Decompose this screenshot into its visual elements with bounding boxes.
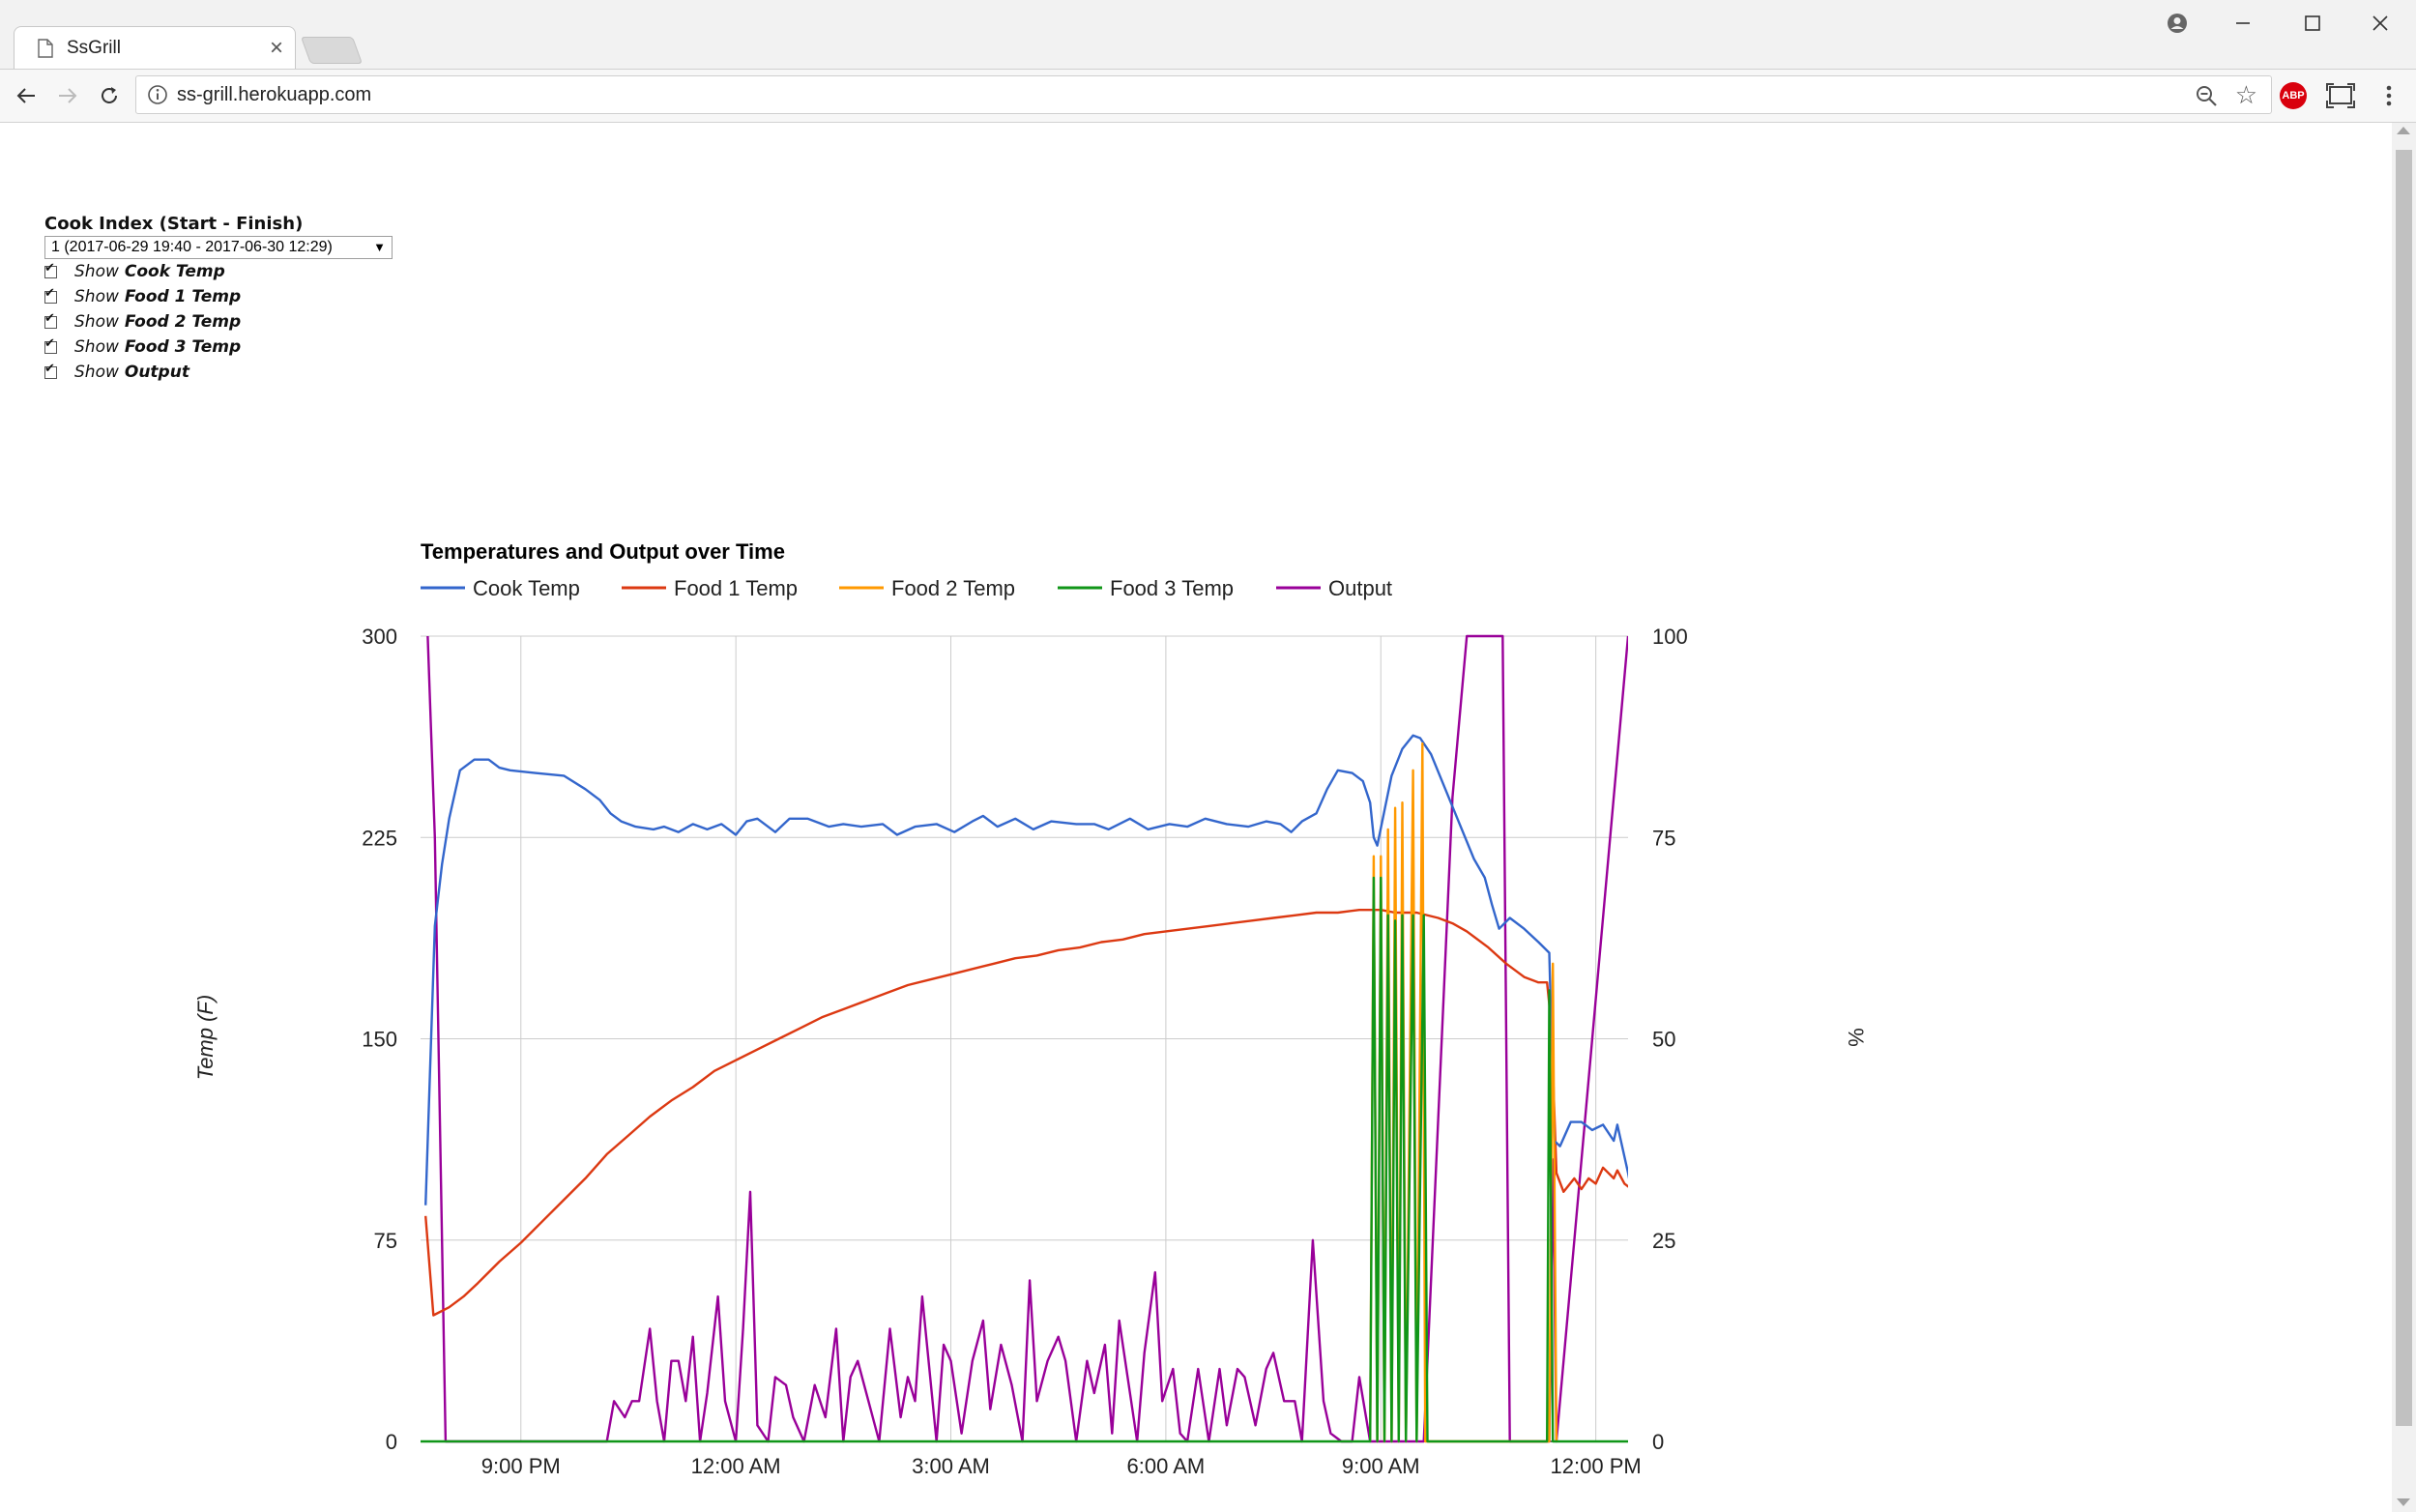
browser-tab-ssgrill[interactable]: SsGrill × xyxy=(14,26,296,69)
legend-label: Output xyxy=(1328,576,1392,600)
x-tick-label: 3:00 AM xyxy=(912,1454,990,1478)
series-line-food3 xyxy=(421,876,1628,1443)
checkbox-prefix: Show xyxy=(74,337,119,357)
new-tab-button[interactable] xyxy=(300,37,364,64)
maximize-button[interactable] xyxy=(2293,6,2332,41)
chart-controls: Cook Index (Start - Finish) 1 (2017-06-2… xyxy=(44,214,393,385)
checkbox-prefix: Show xyxy=(74,262,119,281)
checkbox-series-label: Output xyxy=(124,363,189,382)
checkmark-icon: ✔ xyxy=(44,335,55,351)
forward-arrow-icon xyxy=(59,88,77,103)
chart-title: Temperatures and Output over Time xyxy=(421,539,785,564)
scroll-down-arrow-icon[interactable] xyxy=(2397,1498,2410,1506)
show-series-toggle[interactable]: ✔ Show Output xyxy=(44,360,393,385)
x-tick-label: 12:00 PM xyxy=(1551,1454,1642,1478)
y2-tick-label: 75 xyxy=(1652,826,1675,850)
series-checkbox[interactable]: ✔ xyxy=(44,286,57,304)
checkbox-prefix: Show xyxy=(74,287,119,306)
profile-icon[interactable] xyxy=(2158,6,2197,41)
y2-tick-label: 0 xyxy=(1652,1430,1664,1454)
x-tick-label: 9:00 AM xyxy=(1342,1454,1420,1478)
url-text[interactable]: ss-grill.herokuapp.com xyxy=(177,84,372,105)
show-series-toggle[interactable]: ✔ Show Cook Temp xyxy=(44,259,393,284)
series-checkbox[interactable]: ✔ xyxy=(44,311,57,329)
checkbox-series-label: Food 1 Temp xyxy=(124,287,242,306)
tab-close-button[interactable]: × xyxy=(269,35,283,61)
checkmark-icon: ✔ xyxy=(44,361,55,376)
y-axis-title: Temp (F) xyxy=(193,995,218,1080)
scrollbar-thumb[interactable] xyxy=(2396,150,2412,1426)
checkmark-icon: ✔ xyxy=(44,260,55,276)
series-toggle-list: ✔ Show Cook Temp ✔ Show Food 1 Temp ✔ Show Food … xyxy=(44,259,393,385)
legend-label: Food 2 Temp xyxy=(891,576,1015,600)
y2-tick-label: 100 xyxy=(1652,625,1688,649)
checkmark-icon: ✔ xyxy=(44,310,55,326)
browser-titlebar: SsGrill × xyxy=(0,0,2416,70)
legend-label: Food 1 Temp xyxy=(674,576,798,600)
screen-capture-icon[interactable] xyxy=(2326,81,2355,110)
cook-index-select[interactable]: 1 (2017-06-29 19:40 - 2017-06-30 12:29) … xyxy=(44,236,393,259)
checkbox-prefix: Show xyxy=(74,312,119,332)
checkmark-icon: ✔ xyxy=(44,285,55,301)
address-bar[interactable]: ss-grill.herokuapp.com ☆ xyxy=(135,75,2272,114)
checkbox-series-label: Food 3 Temp xyxy=(124,337,242,357)
checkbox-series-label: Cook Temp xyxy=(124,262,225,281)
reload-icon xyxy=(102,87,117,103)
y-tick-label: 150 xyxy=(362,1028,397,1052)
forward-button[interactable] xyxy=(51,79,84,112)
vertical-scrollbar[interactable] xyxy=(2392,123,2416,1512)
y-tick-label: 300 xyxy=(362,625,397,649)
scroll-up-arrow-icon[interactable] xyxy=(2397,127,2410,134)
document-icon xyxy=(38,39,53,58)
info-icon[interactable] xyxy=(147,84,168,105)
close-window-button[interactable] xyxy=(2361,6,2400,41)
legend-label: Food 3 Temp xyxy=(1110,576,1234,600)
x-tick-label: 9:00 PM xyxy=(481,1454,561,1478)
checkbox-prefix: Show xyxy=(74,363,119,382)
series-line-cook xyxy=(424,734,1628,1206)
legend-label: Cook Temp xyxy=(473,576,580,600)
y-tick-label: 225 xyxy=(362,826,397,850)
series-checkbox[interactable]: ✔ xyxy=(44,261,57,278)
browser-menu-icon[interactable] xyxy=(2374,81,2403,110)
checkbox-series-label: Food 2 Temp xyxy=(124,312,242,332)
cook-index-selected-value: 1 (2017-06-29 19:40 - 2017-06-30 12:29) xyxy=(51,239,333,255)
show-series-toggle[interactable]: ✔ Show Food 1 Temp xyxy=(44,284,393,309)
tab-title: SsGrill xyxy=(67,38,121,58)
zoom-out-icon[interactable] xyxy=(2194,83,2219,108)
x-tick-label: 6:00 AM xyxy=(1127,1454,1206,1478)
y-tick-label: 0 xyxy=(386,1430,397,1454)
y2-axis-title: % xyxy=(1844,1028,1868,1047)
minimize-button[interactable] xyxy=(2224,6,2262,41)
reload-button[interactable] xyxy=(93,79,126,112)
adblock-plus-icon[interactable]: ABP xyxy=(2280,82,2307,109)
series-checkbox[interactable]: ✔ xyxy=(44,362,57,379)
browser-toolbar: ss-grill.herokuapp.com ☆ ABP xyxy=(0,70,2416,123)
bookmark-star-icon[interactable]: ☆ xyxy=(2234,80,2257,109)
temperature-output-chart: Temperatures and Output over Time Cook Te… xyxy=(193,539,1868,1478)
series-line-food1 xyxy=(424,909,1628,1317)
show-series-toggle[interactable]: ✔ Show Food 3 Temp xyxy=(44,334,393,360)
back-arrow-icon xyxy=(16,88,35,103)
series-checkbox[interactable]: ✔ xyxy=(44,336,57,354)
page-viewport: Cook Index (Start - Finish) 1 (2017-06-2… xyxy=(0,123,2392,1512)
cook-index-label: Cook Index (Start - Finish) xyxy=(44,214,304,234)
x-tick-label: 12:00 AM xyxy=(691,1454,781,1478)
y2-tick-label: 50 xyxy=(1652,1028,1675,1052)
y-tick-label: 75 xyxy=(374,1229,397,1253)
back-button[interactable] xyxy=(10,79,43,112)
y2-tick-label: 25 xyxy=(1652,1229,1675,1253)
dropdown-arrow-icon: ▼ xyxy=(373,240,386,254)
show-series-toggle[interactable]: ✔ Show Food 2 Temp xyxy=(44,309,393,334)
